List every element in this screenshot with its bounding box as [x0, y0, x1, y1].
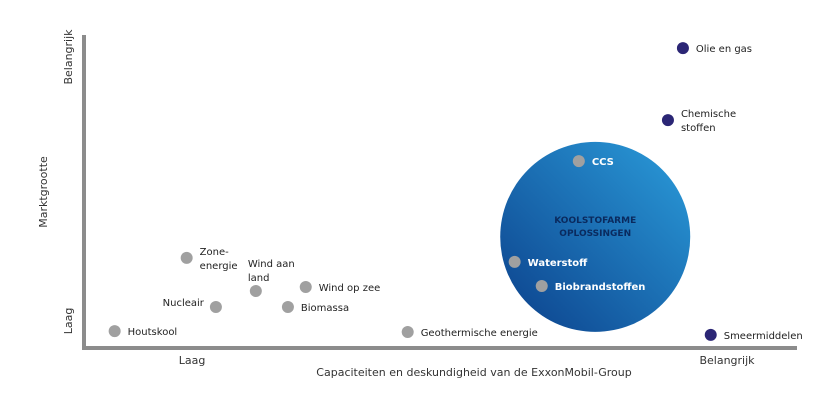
data-point: Olie en gas [676, 42, 752, 55]
y-tick-high: Belangrijk [62, 29, 75, 85]
data-point: Waterstoff [508, 255, 589, 269]
x-axis-title: Capaciteiten en deskundigheid van de Exx… [316, 366, 631, 379]
point-label: energie [200, 261, 238, 272]
data-point: Zone-energie [180, 247, 238, 272]
point-label: Zone- [200, 247, 229, 258]
x-tick-high: Belangrijk [699, 354, 755, 367]
point-marker [661, 114, 674, 127]
point-marker [508, 255, 521, 268]
point-label: Wind op zee [319, 283, 381, 294]
point-marker [180, 251, 193, 264]
data-point: Chemische stoffen [661, 109, 736, 134]
data-point: Biomassa [281, 300, 349, 314]
data-point: Biobrandstoffen [535, 280, 646, 293]
y-tick-low: Laag [62, 308, 75, 335]
bubble-label: KOOLSTOFARME [554, 216, 636, 226]
point-label: Waterstoff [528, 258, 589, 269]
data-point: Wind aan land [248, 259, 295, 298]
data-point: CCS [572, 155, 614, 168]
point-label: Nucleair [163, 298, 205, 309]
point-label: Chemische [681, 109, 736, 120]
point-label: Houtskool [128, 327, 178, 338]
point-marker [401, 326, 414, 339]
point-label: CCS [592, 157, 614, 168]
point-label: Geothermische energie [421, 328, 538, 339]
point-marker [299, 280, 312, 293]
point-marker [572, 155, 585, 168]
data-point: Smeermiddelen [704, 328, 803, 342]
point-label: Olie en gas [696, 44, 752, 55]
data-point: Nucleair [163, 298, 222, 313]
low-carbon-bubble [500, 141, 691, 332]
data-point: Houtskool [108, 325, 178, 338]
point-marker [281, 300, 294, 313]
point-marker [108, 325, 121, 338]
data-point: Geothermische energie [401, 326, 538, 339]
point-label: land [248, 273, 270, 284]
point-marker [535, 280, 548, 293]
bubble-label: OPLOSSINGEN [559, 229, 631, 239]
point-label: Biobrandstoffen [555, 282, 646, 293]
point-marker [249, 285, 262, 298]
data-point: Wind op zee [299, 280, 381, 294]
point-label: stoffen [681, 123, 716, 134]
y-axis-title: Marktgrootte [37, 156, 50, 228]
point-label: Smeermiddelen [724, 331, 803, 342]
point-marker [209, 300, 222, 313]
point-marker [676, 42, 689, 55]
point-label: Wind aan [248, 259, 295, 270]
x-tick-low: Laag [179, 354, 206, 367]
point-label: Biomassa [301, 303, 349, 314]
point-marker [704, 328, 717, 341]
